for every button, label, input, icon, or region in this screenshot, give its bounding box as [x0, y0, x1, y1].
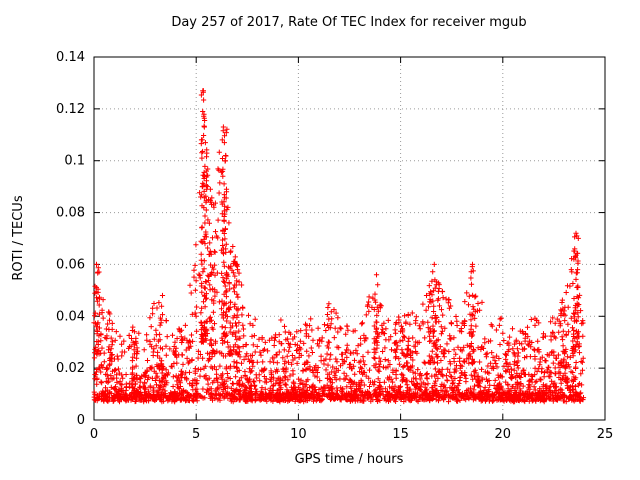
y-tick-label: 0 [77, 413, 85, 428]
plot-border [93, 56, 606, 421]
x-tick-label: 0 [90, 427, 98, 442]
y-tick-label: 0.06 [56, 257, 85, 272]
x-tick-label: 25 [597, 427, 614, 442]
x-tick-label: 10 [290, 427, 307, 442]
y-tick-label: 0.12 [56, 102, 85, 117]
y-tick-label: 0.04 [56, 309, 85, 324]
x-axis-label: GPS time / hours [295, 452, 404, 467]
y-axis-label: ROTI / TECUs [11, 195, 26, 280]
chart-title: Day 257 of 2017, Rate Of TEC Index for r… [171, 15, 526, 30]
x-tick-label: 15 [392, 427, 409, 442]
x-tick-label: 20 [495, 427, 512, 442]
y-tick-label: 0.1 [64, 154, 85, 169]
y-tick-label: 0.02 [56, 361, 85, 376]
y-tick-label: 0.08 [56, 206, 85, 221]
tick-labels: 0 5 10 15 20 25 0 0.02 0.04 0.06 0.08 0.1 0.12 0.14 [56, 50, 613, 442]
y-tick-label: 0.14 [56, 50, 85, 65]
x-tick-label: 5 [192, 427, 200, 442]
data-points [91, 88, 587, 405]
